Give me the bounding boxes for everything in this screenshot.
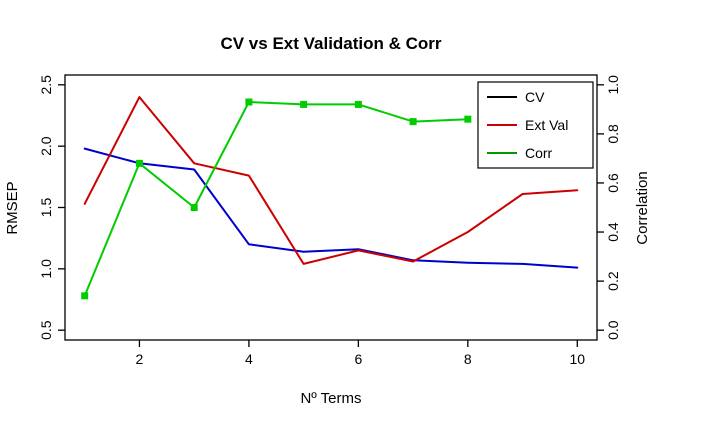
series-marker-corr — [190, 204, 198, 211]
legend-label-cv: CV — [525, 89, 545, 105]
chart-title: CV vs Ext Validation & Corr — [220, 34, 441, 53]
series-marker-corr — [354, 100, 362, 108]
y-left-tick-label: 1.0 — [38, 259, 54, 279]
axes: 2 4 6 8 10 0.5 1.0 1.5 2.0 2.5 0.0 0.2 0.4 0.6 0.8 1.0 — [38, 74, 621, 367]
series-marker-corr — [81, 292, 89, 300]
legend-label-ext-val: Ext Val — [525, 117, 568, 133]
y-left-tick-label: 2.0 — [38, 136, 54, 156]
y-right-tick-label: 0.2 — [605, 271, 621, 291]
series-marker-corr — [135, 159, 143, 167]
x-tick-label: 2 — [136, 351, 144, 367]
x-tick-label: 8 — [464, 351, 472, 367]
series-line-corr — [83, 101, 469, 297]
series-marker-corr — [409, 118, 417, 126]
y-left-tick-label: 0.5 — [38, 320, 54, 340]
legend: CV Ext Val Corr — [477, 81, 594, 169]
y-right-tick-label: 0.6 — [605, 173, 621, 193]
y-right-tick-label: 1.0 — [605, 75, 621, 95]
x-tick-label: 4 — [245, 351, 253, 367]
series-marker-corr — [464, 115, 472, 123]
series-marker-corr — [245, 98, 253, 106]
series-line-cv — [83, 147, 579, 269]
y-left-tick-label: 2.5 — [38, 75, 54, 95]
y-axis-label-left: RMSEP — [4, 181, 21, 234]
y-axis-label-right: Correlation — [634, 171, 651, 244]
y-left-tick-label: 1.5 — [38, 198, 54, 218]
x-tick-label: 6 — [354, 351, 362, 367]
y-right-tick-label: 0.4 — [605, 222, 621, 242]
series-marker-corr — [300, 100, 308, 108]
plot-content — [81, 96, 579, 300]
y-right-tick-label: 0.0 — [605, 320, 621, 340]
series-line-ext-val — [83, 96, 579, 265]
x-tick-label: 10 — [570, 351, 586, 367]
legend-label-corr: Corr — [525, 145, 553, 161]
x-axis-label: Nº Terms — [300, 390, 361, 407]
y-right-tick-label: 0.8 — [605, 124, 621, 144]
